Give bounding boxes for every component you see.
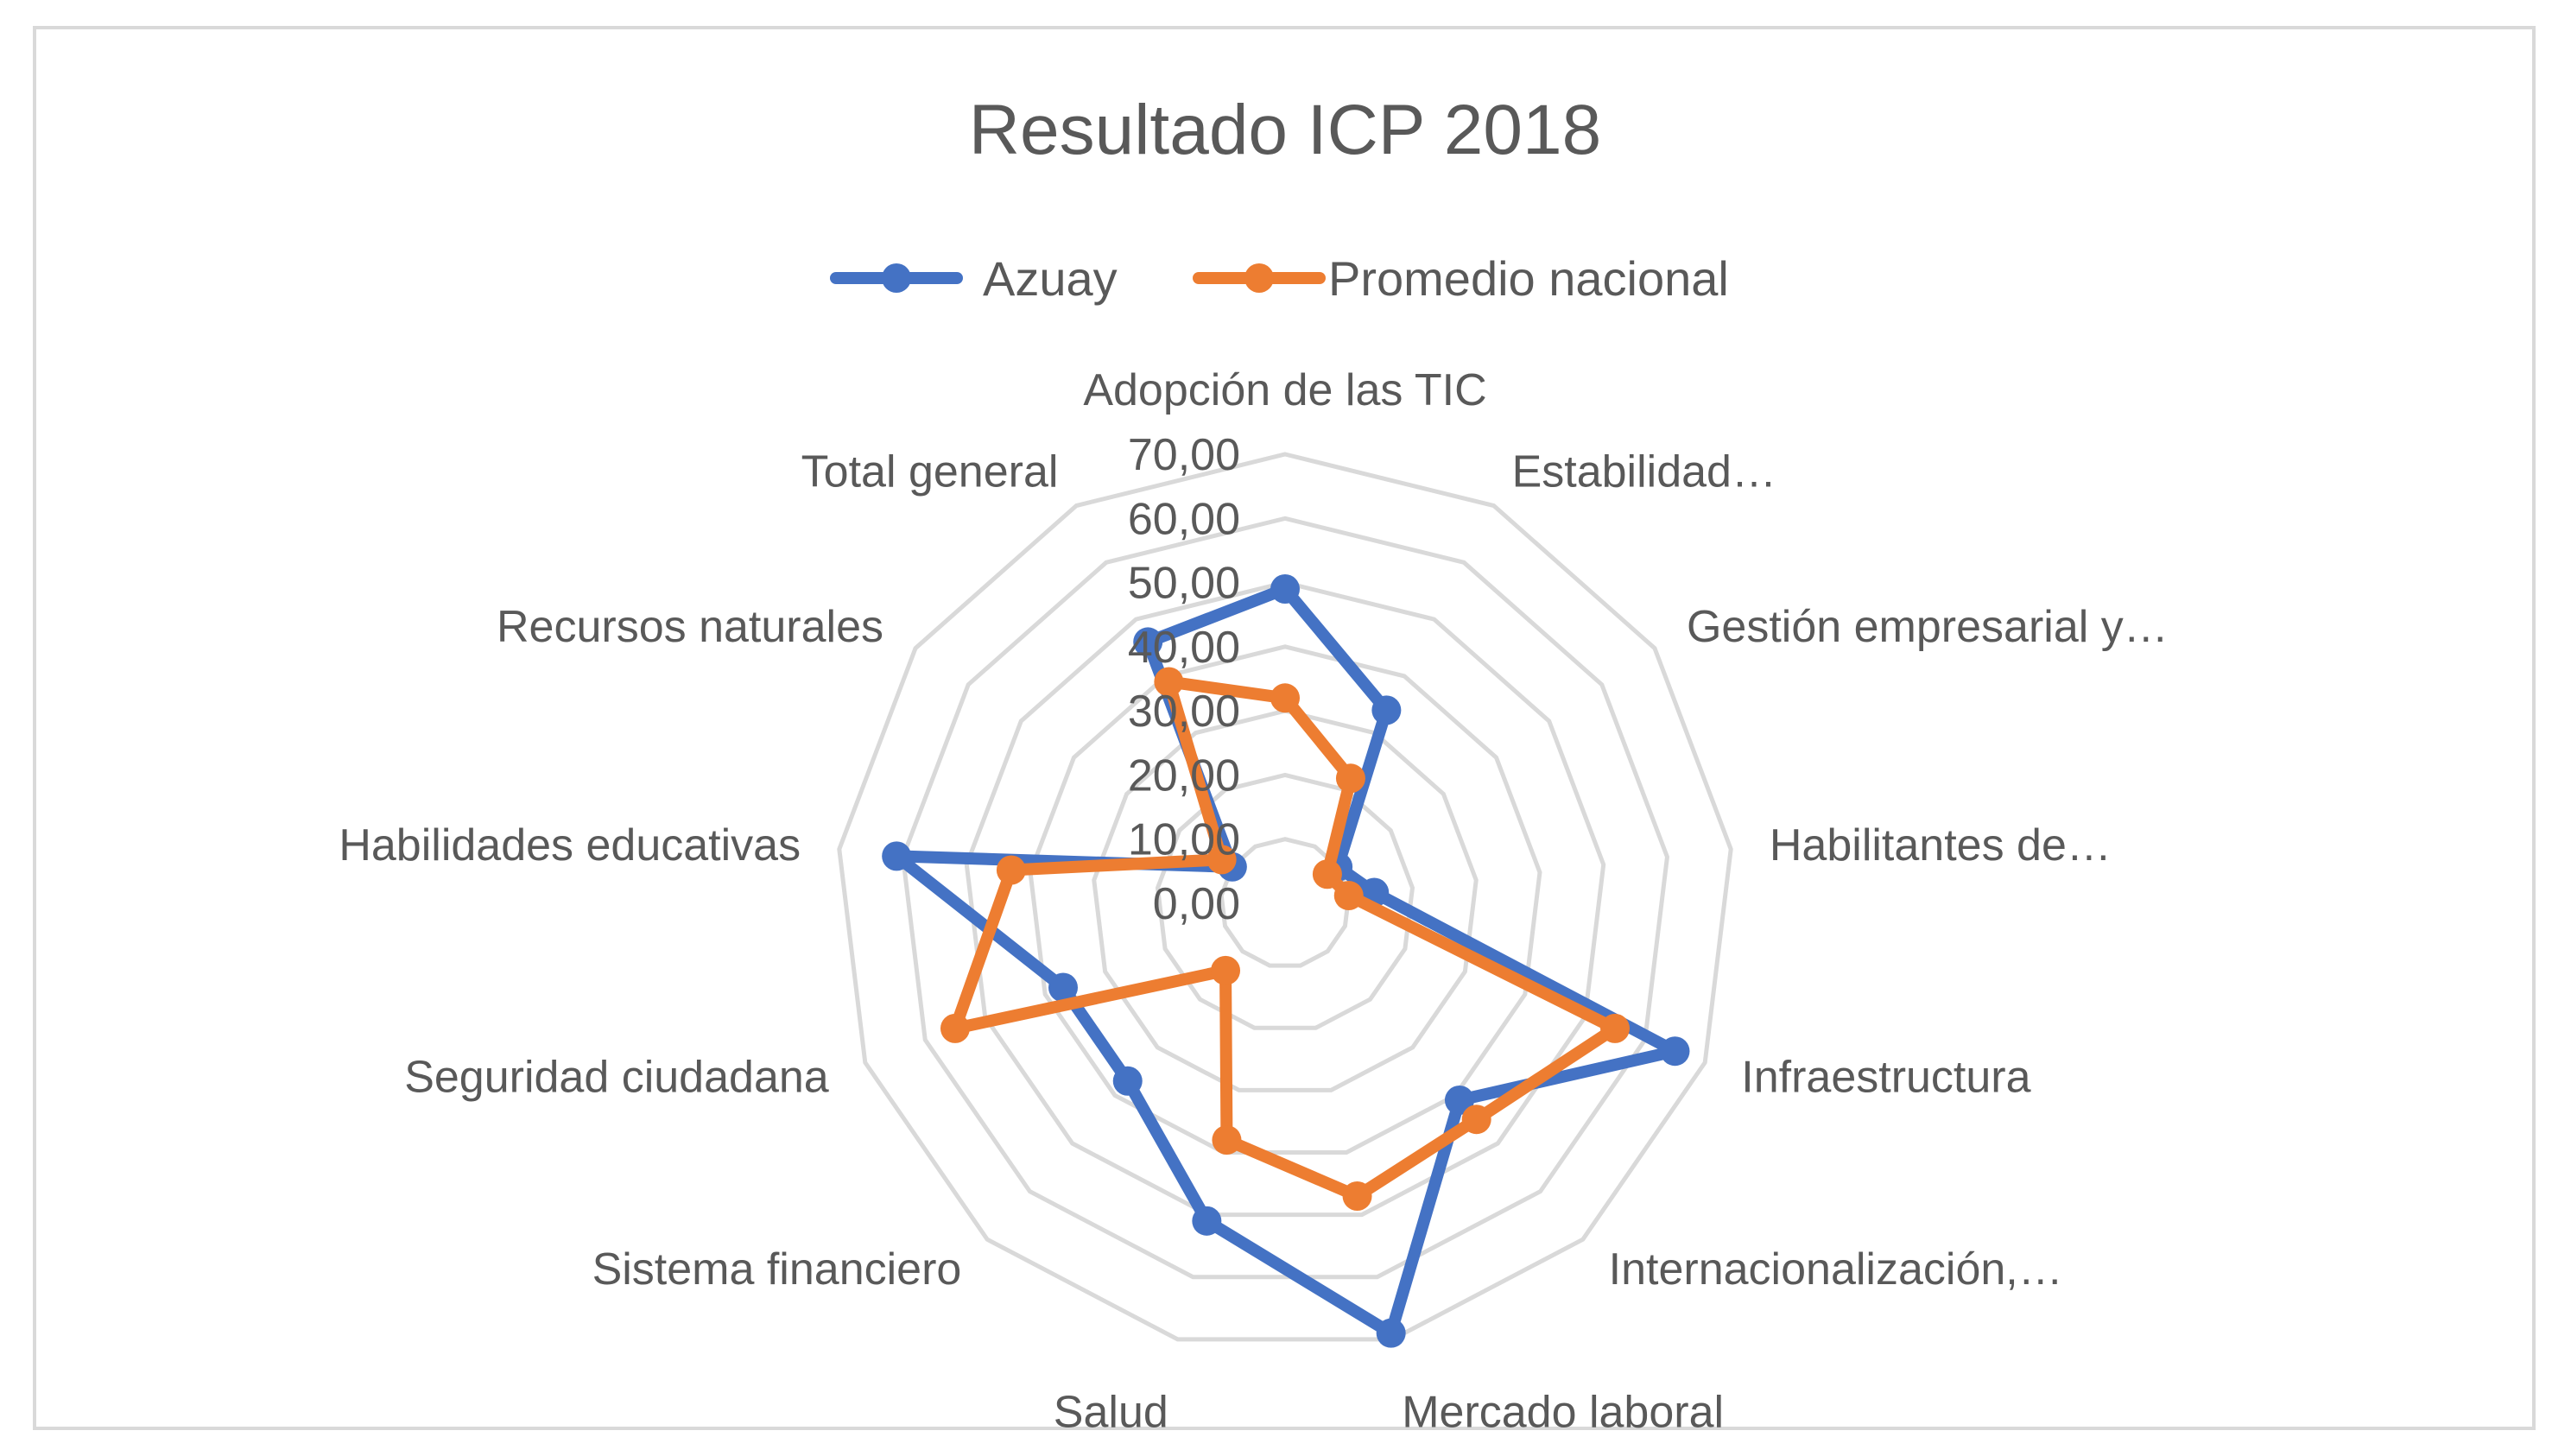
tick-label: 20,00 xyxy=(1128,750,1240,801)
grid-ring xyxy=(1155,772,1415,1030)
data-point[interactable] xyxy=(1444,1085,1474,1115)
tick-label: 50,00 xyxy=(1128,559,1240,609)
data-point[interactable] xyxy=(1333,881,1364,911)
legend-label-azuay: Azuay xyxy=(983,251,1118,306)
data-point[interactable] xyxy=(1270,683,1300,713)
category-label: Salud xyxy=(1054,1388,1168,1438)
legend-label-promedio-nacional: Promedio nacional xyxy=(1328,251,1729,306)
grid-ring xyxy=(900,516,1670,1280)
chart-area xyxy=(33,26,2536,1430)
data-point[interactable] xyxy=(1335,763,1365,794)
grid-ring xyxy=(1028,644,1542,1155)
data-point[interactable] xyxy=(1270,574,1300,604)
data-point[interactable] xyxy=(1600,1013,1631,1043)
data-point[interactable] xyxy=(1660,1036,1690,1067)
data-point[interactable] xyxy=(1154,667,1184,697)
legend-marker-promedio-nacional xyxy=(1244,263,1274,293)
data-point[interactable] xyxy=(1342,1181,1372,1211)
series-promedio-nacional[interactable] xyxy=(940,667,1631,1211)
grid-ring xyxy=(837,452,1733,1342)
category-label: Recursos naturales xyxy=(497,602,883,652)
legend-item-azuay[interactable]: Azuay xyxy=(830,251,1118,306)
data-point[interactable] xyxy=(1192,1206,1222,1236)
category-label: Seguridad ciudadana xyxy=(404,1052,829,1102)
tick-label: 70,00 xyxy=(1128,430,1240,480)
category-label: Infraestructura xyxy=(1741,1052,2030,1102)
category-label: Sistema financiero xyxy=(592,1244,962,1295)
data-point[interactable] xyxy=(1461,1105,1491,1135)
category-label: Habilidades educativas xyxy=(339,820,801,870)
data-point[interactable] xyxy=(1048,972,1079,1003)
category-label: Total general xyxy=(801,447,1059,497)
category-label: Gestión empresarial y… xyxy=(1687,602,2169,652)
category-label: Mercado laboral xyxy=(1402,1388,1724,1438)
radar-series xyxy=(882,574,1690,1348)
data-point[interactable] xyxy=(1212,1125,1242,1155)
radial-axis-ticks: 0,00 10,00 20,00 30,00 40,00 50,00 60,00 70,00 xyxy=(1128,430,1240,929)
data-point[interactable] xyxy=(1211,955,1241,985)
data-point[interactable] xyxy=(996,855,1026,885)
tick-label: 60,00 xyxy=(1128,494,1240,544)
chart-title: Resultado ICP 2018 xyxy=(969,91,1601,169)
data-point[interactable] xyxy=(1206,845,1237,875)
data-point[interactable] xyxy=(1133,627,1163,657)
data-point[interactable] xyxy=(882,841,912,871)
grid-ring xyxy=(964,579,1606,1218)
category-label: Internacionalización,… xyxy=(1609,1244,2063,1295)
legend: Azuay Promedio nacional xyxy=(830,251,1729,306)
category-label: Adopción de las TIC xyxy=(1083,365,1486,415)
legend-item-promedio-nacional[interactable]: Promedio nacional xyxy=(1193,251,1729,306)
radar-gridlines xyxy=(837,452,1733,1342)
category-label: Habilitantes de… xyxy=(1770,820,2112,870)
legend-marker-azuay xyxy=(882,263,911,293)
tick-label: 30,00 xyxy=(1128,687,1240,737)
tick-label: 0,00 xyxy=(1153,879,1240,929)
data-point[interactable] xyxy=(1376,1318,1406,1348)
data-point[interactable] xyxy=(940,1013,970,1043)
data-point[interactable] xyxy=(1371,695,1402,725)
category-label: Estabilidad… xyxy=(1512,447,1776,497)
grid-ring xyxy=(1092,708,1479,1092)
category-labels: Adopción de las TIC Estabilidad… Gestión e… xyxy=(339,365,2168,1438)
data-point[interactable] xyxy=(1112,1066,1143,1096)
tick-label: 10,00 xyxy=(1128,815,1240,865)
tick-label: 40,00 xyxy=(1128,623,1240,673)
data-point[interactable] xyxy=(1312,859,1342,889)
